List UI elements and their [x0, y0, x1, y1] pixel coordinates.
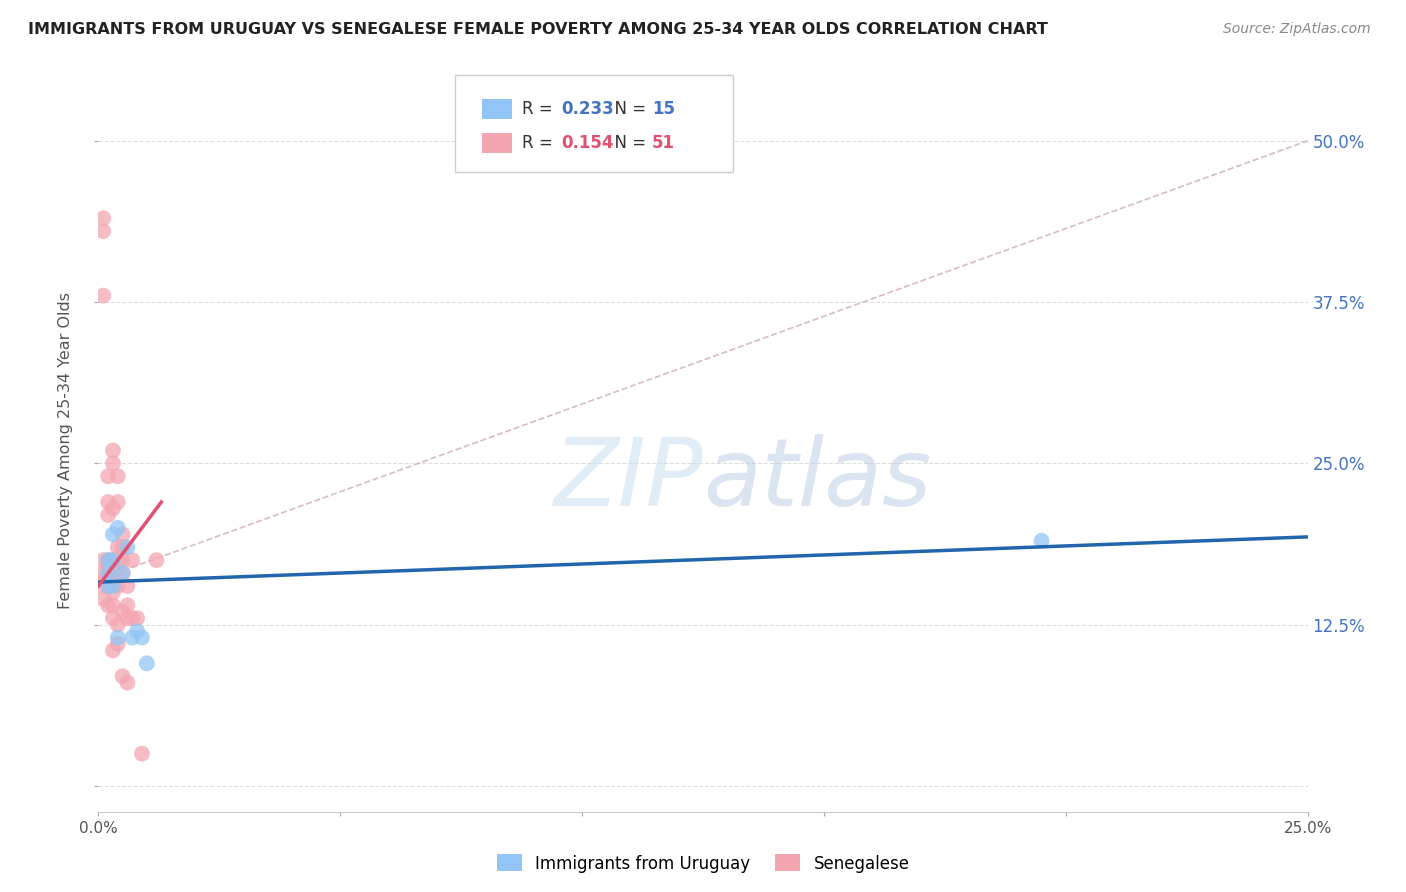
Point: [121, 611, 143, 625]
Point: [91, 553, 114, 567]
Point: [91, 211, 114, 226]
Point: [101, 599, 124, 613]
Text: atlas: atlas: [703, 434, 931, 524]
Point: [121, 631, 143, 645]
Point: [131, 747, 153, 761]
Point: [97, 566, 120, 580]
Point: [97, 495, 120, 509]
Text: Source: ZipAtlas.com: Source: ZipAtlas.com: [1223, 22, 1371, 37]
Point: [91, 566, 114, 580]
Point: [111, 605, 134, 619]
FancyBboxPatch shape: [456, 75, 734, 172]
Text: 0.154: 0.154: [561, 135, 614, 153]
Point: [97, 553, 120, 567]
Point: [101, 566, 124, 580]
Point: [107, 469, 129, 483]
Point: [111, 566, 134, 580]
Text: IMMIGRANTS FROM URUGUAY VS SENEGALESE FEMALE POVERTY AMONG 25-34 YEAR OLDS CORRE: IMMIGRANTS FROM URUGUAY VS SENEGALESE FE…: [28, 22, 1047, 37]
Point: [107, 495, 129, 509]
Point: [145, 553, 167, 567]
Point: [97, 559, 120, 574]
Point: [97, 553, 120, 567]
FancyBboxPatch shape: [482, 133, 512, 153]
Text: 15: 15: [652, 101, 675, 119]
Point: [97, 508, 120, 522]
Point: [97, 573, 120, 587]
Point: [101, 573, 124, 587]
Text: N =: N =: [603, 135, 651, 153]
Point: [107, 631, 129, 645]
Point: [101, 559, 124, 574]
Point: [91, 224, 114, 238]
Point: [117, 611, 139, 625]
Point: [101, 553, 124, 567]
Point: [97, 579, 120, 593]
Text: 51: 51: [652, 135, 675, 153]
Point: [135, 657, 157, 671]
Point: [117, 675, 139, 690]
Point: [121, 553, 143, 567]
Point: [111, 566, 134, 580]
Point: [111, 527, 134, 541]
Point: [127, 611, 149, 625]
FancyBboxPatch shape: [482, 99, 512, 119]
Point: [1031, 533, 1053, 548]
Point: [117, 599, 139, 613]
Point: [111, 553, 134, 567]
Point: [91, 288, 114, 302]
Point: [101, 585, 124, 599]
Point: [111, 540, 134, 554]
Point: [97, 579, 120, 593]
Legend: Immigrants from Uruguay, Senegalese: Immigrants from Uruguay, Senegalese: [489, 847, 917, 880]
Point: [107, 579, 129, 593]
Point: [97, 469, 120, 483]
Point: [131, 631, 153, 645]
Point: [101, 501, 124, 516]
Point: [101, 553, 124, 567]
Y-axis label: Female Poverty Among 25-34 Year Olds: Female Poverty Among 25-34 Year Olds: [58, 292, 73, 609]
Point: [101, 527, 124, 541]
Text: ZIP: ZIP: [554, 434, 703, 524]
Point: [97, 599, 120, 613]
Point: [117, 579, 139, 593]
Point: [111, 669, 134, 683]
Point: [107, 540, 129, 554]
Point: [91, 591, 114, 606]
Point: [127, 624, 149, 639]
Point: [117, 540, 139, 554]
Point: [91, 579, 114, 593]
Point: [97, 566, 120, 580]
Point: [101, 579, 124, 593]
Point: [107, 637, 129, 651]
Point: [101, 456, 124, 470]
Text: N =: N =: [603, 101, 651, 119]
Text: R =: R =: [522, 135, 558, 153]
Text: 0.233: 0.233: [561, 101, 614, 119]
Point: [107, 553, 129, 567]
Point: [107, 617, 129, 632]
Text: R =: R =: [522, 101, 558, 119]
Point: [101, 443, 124, 458]
Point: [107, 566, 129, 580]
Point: [107, 521, 129, 535]
Point: [101, 643, 124, 657]
Point: [101, 611, 124, 625]
Point: [91, 573, 114, 587]
